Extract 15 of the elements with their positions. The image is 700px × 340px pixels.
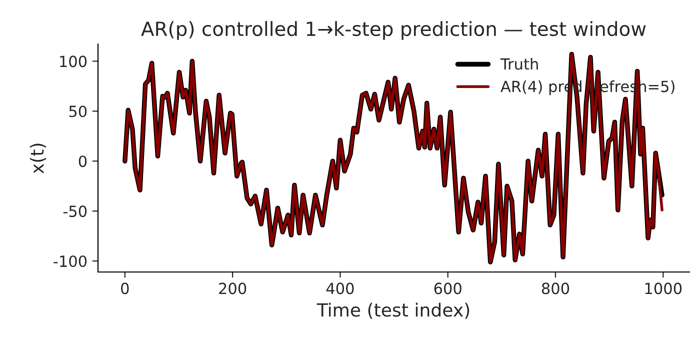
y-tick-label: -50 xyxy=(63,206,87,218)
y-axis-title: x(t) xyxy=(30,144,46,174)
y-tick-label: 0 xyxy=(78,156,87,168)
x-tick-label: 200 xyxy=(219,282,246,294)
x-tick-label: 800 xyxy=(542,282,570,294)
y-tick-label: 50 xyxy=(69,106,87,118)
x-axis-title: Time (test index) xyxy=(316,302,470,319)
x-tick-label: 1000 xyxy=(645,282,682,294)
y-tick-label: 100 xyxy=(60,56,87,68)
x-tick-label: 0 xyxy=(121,282,129,294)
y-tick-label: -100 xyxy=(54,255,87,268)
x-tick-label: 600 xyxy=(434,282,462,294)
legend-label: Truth xyxy=(500,58,538,70)
chart-title: AR(p) controlled 1→k-step prediction — test window xyxy=(141,21,646,40)
x-tick-label: 400 xyxy=(326,282,354,294)
